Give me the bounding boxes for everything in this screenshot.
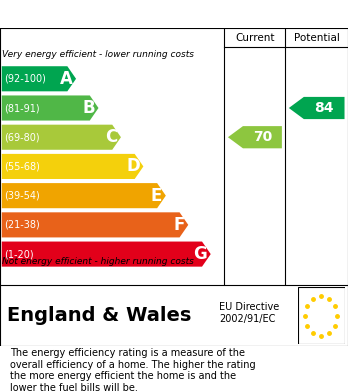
Text: (39-54): (39-54) [4,191,40,201]
Text: (69-80): (69-80) [4,132,40,142]
Text: E: E [151,187,162,204]
Text: (81-91): (81-91) [4,103,40,113]
Text: D: D [126,158,140,176]
Text: Energy Efficiency Rating: Energy Efficiency Rating [69,7,279,22]
Text: Potential: Potential [294,33,340,43]
Text: Very energy efficient - lower running costs: Very energy efficient - lower running co… [2,50,194,59]
Text: F: F [173,216,185,234]
Text: (21-38): (21-38) [4,220,40,230]
Text: (55-68): (55-68) [4,161,40,171]
Text: (1-20): (1-20) [4,249,34,259]
Polygon shape [2,242,211,267]
Text: EU Directive
2002/91/EC: EU Directive 2002/91/EC [219,302,279,323]
Text: 70: 70 [253,130,272,144]
Text: B: B [82,99,95,117]
Polygon shape [2,154,143,179]
Polygon shape [2,66,76,91]
Text: England & Wales: England & Wales [7,306,191,325]
Text: Not energy efficient - higher running costs: Not energy efficient - higher running co… [2,257,193,266]
Polygon shape [2,212,188,237]
Polygon shape [289,97,345,119]
Polygon shape [2,125,121,150]
Text: 84: 84 [315,101,334,115]
Text: C: C [105,128,118,146]
Text: (92-100): (92-100) [4,74,46,84]
Text: G: G [193,245,207,263]
Polygon shape [228,126,282,148]
Polygon shape [2,183,166,208]
Polygon shape [2,95,98,120]
Text: Current: Current [235,33,275,43]
Text: The energy efficiency rating is a measure of the
overall efficiency of a home. T: The energy efficiency rating is a measur… [10,348,256,391]
Text: A: A [60,70,72,88]
